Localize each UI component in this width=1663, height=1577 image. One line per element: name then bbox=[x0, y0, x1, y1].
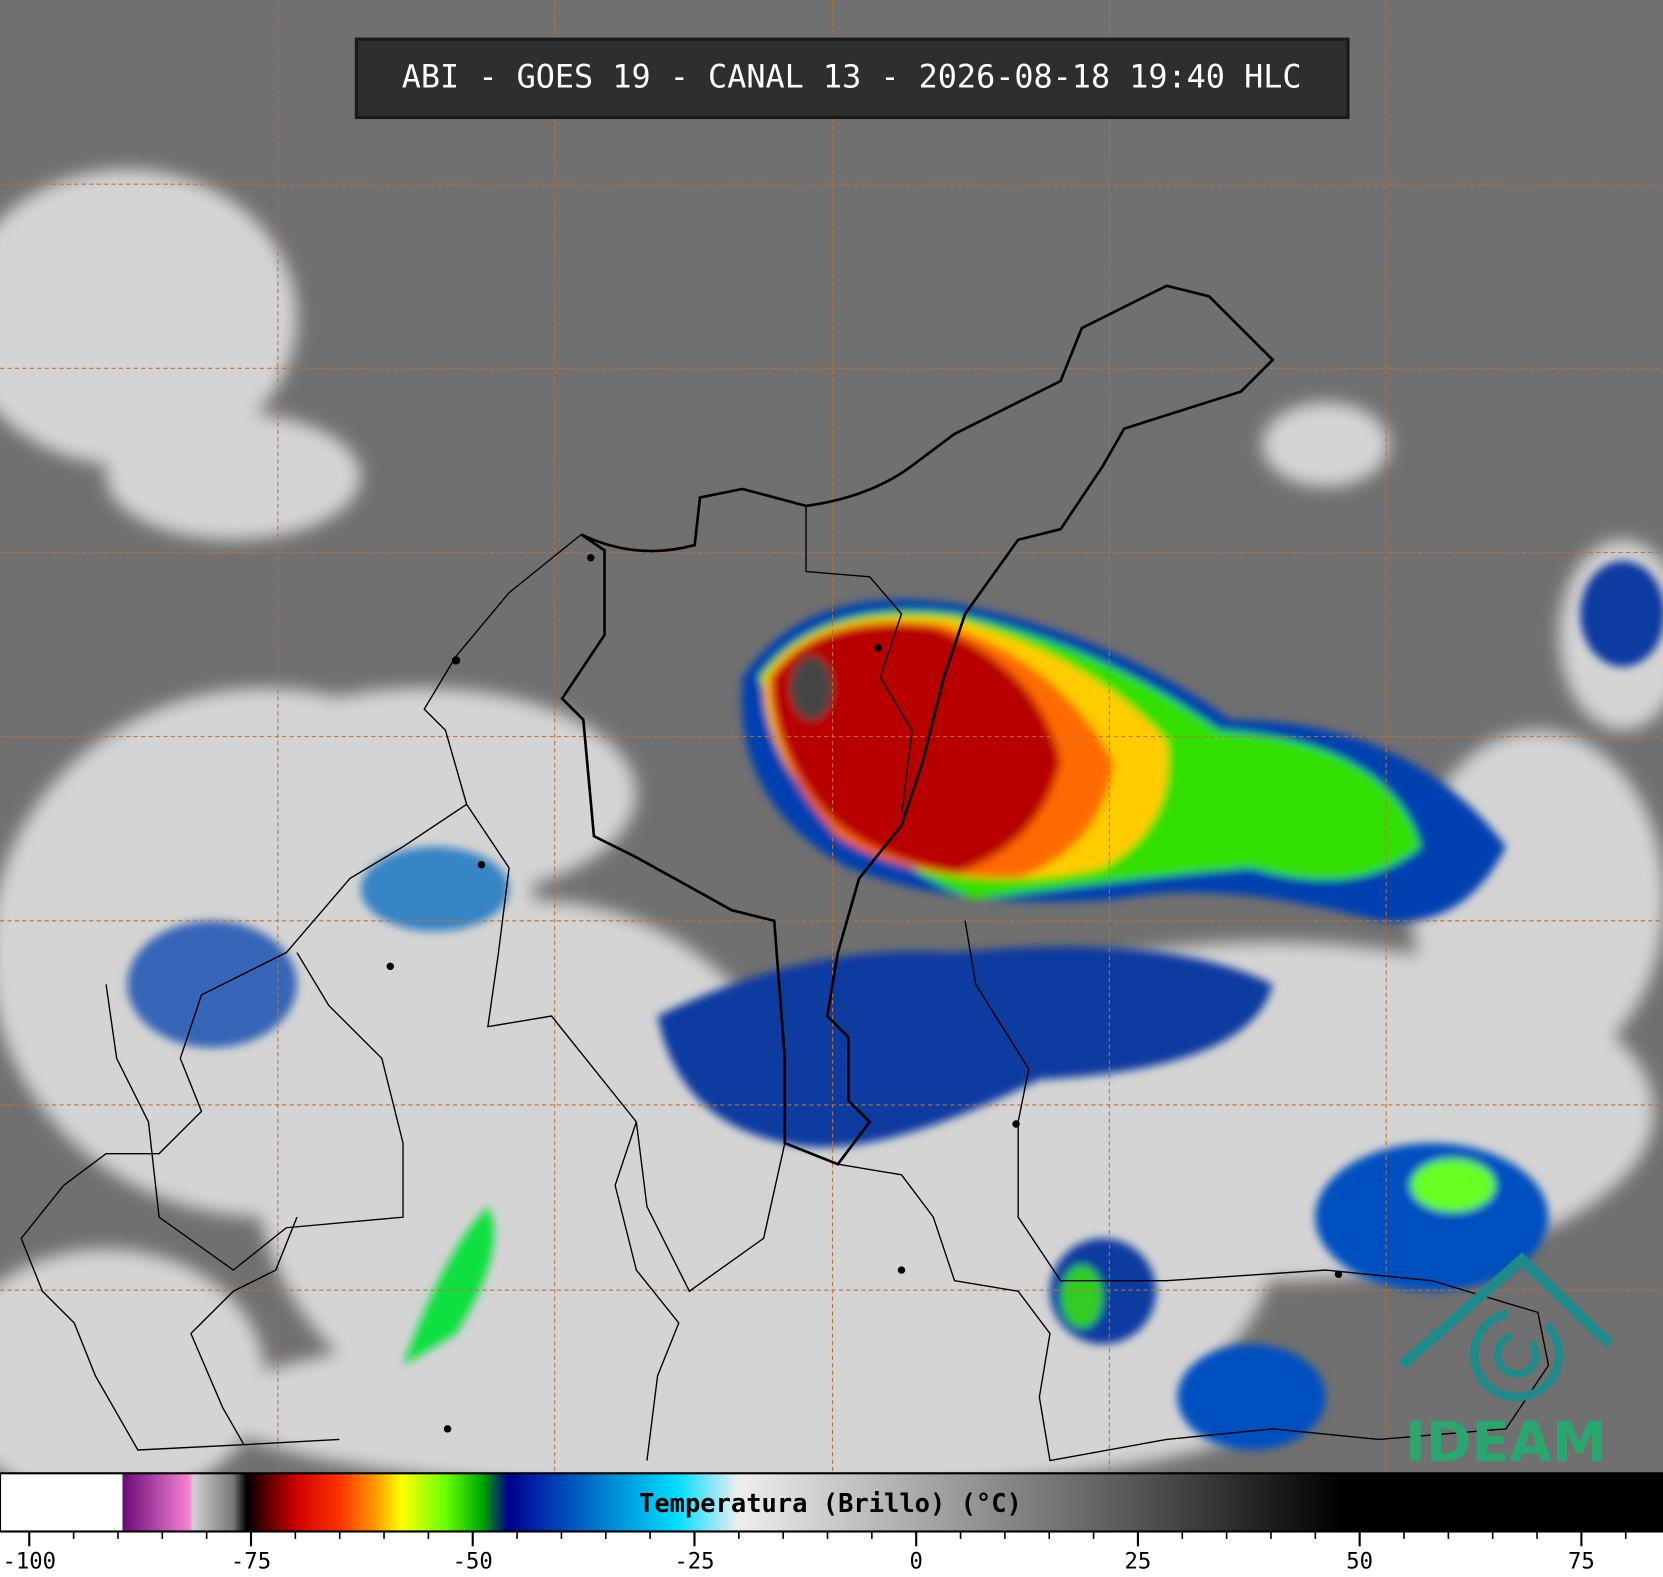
tick-label: 25 bbox=[1125, 1549, 1152, 1575]
colorbar-scale bbox=[0, 1472, 1663, 1533]
ideam-logo: IDEAM bbox=[1398, 1252, 1614, 1474]
tick-label: 0 bbox=[909, 1549, 922, 1575]
tick-label: -25 bbox=[674, 1549, 714, 1575]
colorbar: Temperatura (Brillo) (°C) -100 -75 -50 -25 0 2… bbox=[0, 1472, 1663, 1575]
tick-label: -100 bbox=[2, 1549, 56, 1575]
tick-label: -75 bbox=[231, 1549, 271, 1575]
tick-label: 75 bbox=[1568, 1549, 1595, 1575]
title: ABI - GOES 19 - CANAL 13 - 2026-08-18 19… bbox=[402, 59, 1302, 95]
colorbar-label: Temperatura (Brillo) (°C) bbox=[639, 1488, 1022, 1518]
axis-background bbox=[0, 1531, 1663, 1577]
tick-label: -50 bbox=[453, 1549, 493, 1575]
tick-label: 50 bbox=[1346, 1549, 1373, 1575]
logo-text: IDEAM bbox=[1405, 1410, 1606, 1474]
map-imagery bbox=[0, 0, 1663, 1503]
title-box: ABI - GOES 19 - CANAL 13 - 2026-08-18 19… bbox=[354, 37, 1350, 120]
